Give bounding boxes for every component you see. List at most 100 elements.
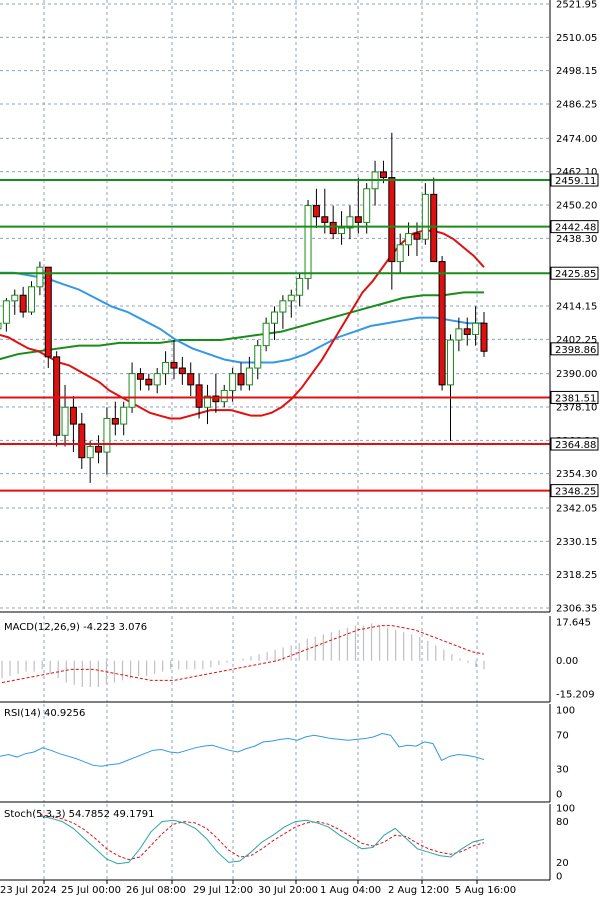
level-label: 2364.88 bbox=[555, 440, 596, 451]
macd-label: MACD(12,26,9) -4.223 3.076 bbox=[4, 622, 147, 633]
rsi-line bbox=[0, 733, 485, 767]
candle-bull bbox=[103, 417, 111, 453]
candle-bull bbox=[61, 406, 69, 436]
candle-bear bbox=[53, 356, 61, 436]
rsi-label: RSI(14) 40.9256 bbox=[4, 708, 85, 719]
macd-tick-label: -15.209 bbox=[556, 690, 595, 701]
candle-bull bbox=[296, 277, 304, 296]
grid-layer bbox=[0, 0, 550, 880]
candle-bull bbox=[405, 233, 413, 246]
candle-bull bbox=[304, 205, 312, 279]
candle-bear bbox=[136, 373, 144, 380]
stoch-tick-label: 0 bbox=[556, 872, 562, 883]
candle-bull bbox=[220, 389, 228, 403]
candle-bear bbox=[321, 216, 329, 223]
level-label-box bbox=[550, 437, 599, 451]
price-tick-label: 2354.30 bbox=[556, 469, 597, 480]
price-tick-label: 2510.05 bbox=[556, 33, 597, 44]
time-axis-label: 5 Aug 16:00 bbox=[455, 885, 516, 896]
candle-bull bbox=[229, 373, 237, 391]
level-label-box bbox=[550, 484, 599, 498]
price-tick-label: 2486.25 bbox=[556, 100, 597, 111]
candle-bull bbox=[421, 193, 429, 240]
candle-bear bbox=[379, 171, 387, 179]
candle-bear bbox=[312, 205, 320, 218]
level-label: 2381.51 bbox=[555, 393, 596, 404]
last-price-box bbox=[550, 342, 599, 356]
indicator-panes bbox=[0, 623, 485, 865]
candle-bull bbox=[11, 294, 19, 302]
candle-bull bbox=[203, 395, 211, 408]
stoch-k-line bbox=[39, 815, 485, 865]
candle-bear bbox=[195, 384, 203, 408]
level-label: 2425.85 bbox=[555, 269, 596, 280]
price-tick-label: 2306.35 bbox=[556, 604, 597, 615]
candle-bear bbox=[111, 417, 119, 425]
time-axis-label: 23 Jul 2024 bbox=[0, 885, 57, 896]
level-label: 2459.11 bbox=[555, 176, 596, 187]
candle-bull bbox=[153, 373, 161, 386]
candle-bull bbox=[245, 367, 253, 386]
macd-signal-line bbox=[1, 625, 485, 684]
candle-bull bbox=[472, 322, 480, 335]
level-label-box bbox=[550, 390, 599, 404]
candle-bull bbox=[396, 244, 404, 263]
candle-bull bbox=[287, 294, 295, 302]
candle-bull bbox=[279, 300, 287, 313]
ma-fast-line bbox=[0, 229, 485, 420]
candle-bull bbox=[271, 311, 279, 324]
time-axis-label: 26 Jul 08:00 bbox=[126, 885, 186, 896]
price-tick-label: 2330.15 bbox=[556, 537, 597, 548]
candle-bear bbox=[354, 216, 362, 223]
rsi-tick-label: 70 bbox=[556, 731, 569, 742]
macd-tick-label: 0.00 bbox=[556, 656, 578, 667]
price-tick-label: 2438.30 bbox=[556, 234, 597, 245]
candle-bear bbox=[430, 193, 438, 263]
level-label-box bbox=[550, 220, 599, 234]
candle-bull bbox=[28, 286, 36, 313]
candle-bear bbox=[178, 367, 186, 375]
price-tick-label: 2390.00 bbox=[556, 369, 597, 380]
price-tick-label: 2462.10 bbox=[556, 167, 597, 178]
stoch-tick-label: 100 bbox=[556, 804, 575, 815]
stoch-d-line bbox=[39, 814, 485, 861]
ma-mid-line bbox=[0, 271, 484, 364]
candle-bear bbox=[44, 266, 52, 358]
candle-bull bbox=[86, 445, 94, 459]
candle-bull bbox=[0, 322, 2, 330]
price-tick-label: 2342.05 bbox=[556, 503, 597, 514]
candle-bull bbox=[346, 216, 354, 229]
candle-bull bbox=[36, 266, 44, 288]
rsi-tick-label: 100 bbox=[556, 706, 575, 717]
candle-bear bbox=[19, 294, 27, 313]
price-tick-label: 2450.20 bbox=[556, 201, 597, 212]
candle-bear bbox=[237, 373, 245, 386]
time-axis-label: 1 Aug 04:00 bbox=[320, 885, 381, 896]
candle-bull bbox=[162, 361, 170, 375]
level-label-box bbox=[550, 173, 599, 187]
level-label: 2442.48 bbox=[555, 223, 596, 234]
price-pane[interactable] bbox=[0, 132, 550, 492]
stoch-label: Stoch(5,3,3) 54.7852 49.1791 bbox=[4, 809, 155, 820]
candle-bear bbox=[463, 328, 471, 335]
candle-bull bbox=[338, 227, 346, 235]
price-tick-label: 2378.10 bbox=[556, 402, 597, 413]
candle-bull bbox=[128, 373, 136, 408]
candle-bull bbox=[120, 406, 128, 425]
candle-bear bbox=[145, 378, 153, 386]
price-tick-label: 2318.25 bbox=[556, 570, 597, 581]
candle-bull bbox=[262, 322, 270, 347]
last-price-label: 2398.86 bbox=[555, 345, 596, 356]
time-axis-label: 30 Jul 20:00 bbox=[258, 885, 318, 896]
candle-bear bbox=[170, 361, 178, 369]
level-label-box bbox=[550, 266, 599, 280]
candle-bear bbox=[329, 221, 337, 235]
candle-bear bbox=[78, 423, 86, 459]
time-axis-label: 29 Jul 12:00 bbox=[193, 885, 253, 896]
candle-bear bbox=[413, 233, 421, 240]
candle-bull bbox=[254, 345, 262, 369]
price-tick-label: 2498.15 bbox=[556, 66, 597, 77]
time-axis-label: 25 Jul 00:00 bbox=[61, 885, 121, 896]
